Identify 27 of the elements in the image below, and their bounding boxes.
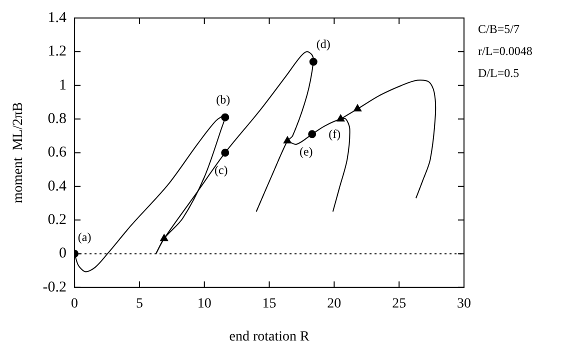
text: D/L=0.5 — [478, 66, 520, 80]
annotation: (c) — [214, 162, 228, 177]
y-tick-label: 0.6 — [48, 144, 68, 161]
x-tick-label: 30 — [457, 296, 471, 312]
y-tick-label: 0.8 — [48, 110, 67, 127]
annotation: (b) — [216, 92, 230, 106]
y-tick-label: 1 — [59, 77, 67, 94]
annotation: (a) — [78, 230, 92, 244]
x-tick-label: 0 — [71, 296, 78, 312]
y-tick-label: -0.2 — [42, 279, 67, 296]
x-tick-label: 25 — [392, 296, 406, 312]
x-tick-label: 10 — [197, 296, 212, 312]
text: C/B=5/7 — [478, 22, 520, 36]
x-tick-label: 20 — [327, 296, 342, 312]
x-tick-label: 5 — [136, 296, 143, 312]
text: r/L=0.0048 — [478, 44, 532, 58]
annotation: (e) — [299, 144, 313, 158]
y-tick-label: 0.4 — [48, 178, 68, 194]
y-axis-title: moment ML/2πB — [11, 102, 26, 204]
y-tick-label: 0.2 — [48, 212, 67, 228]
x-tick-label: 15 — [262, 296, 276, 312]
x-axis-title: end rotation R — [229, 329, 310, 344]
y-tick-label: 0 — [59, 246, 67, 262]
annotation: (f) — [328, 127, 341, 142]
y-tick-label: 1.2 — [48, 44, 67, 60]
annotation: (d) — [316, 36, 330, 51]
y-tick-label: 1.4 — [48, 10, 68, 26]
